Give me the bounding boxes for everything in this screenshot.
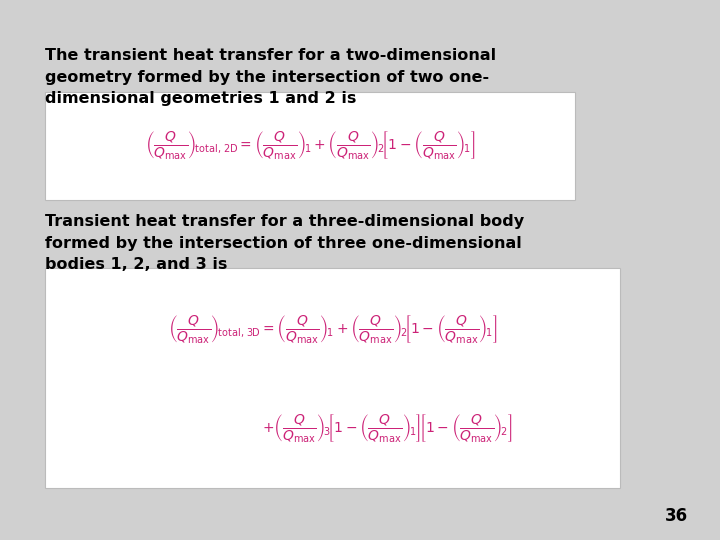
Text: $\left(\dfrac{Q}{Q_{\max}}\right)_{\!\text{total, 2D}} = \left(\dfrac{Q}{Q_{\max: $\left(\dfrac{Q}{Q_{\max}}\right)_{\!\te…: [145, 130, 475, 163]
Text: $\left(\dfrac{Q}{Q_{\max}}\right)_{\!\text{total, 3D}} = \left(\dfrac{Q}{Q_{\max: $\left(\dfrac{Q}{Q_{\max}}\right)_{\!\te…: [168, 313, 498, 346]
Text: Transient heat transfer for a three-dimensional body
formed by the intersection : Transient heat transfer for a three-dime…: [45, 214, 524, 272]
FancyBboxPatch shape: [45, 268, 620, 488]
Text: The transient heat transfer for a two-dimensional
geometry formed by the interse: The transient heat transfer for a two-di…: [45, 48, 496, 106]
Text: $+ \left(\dfrac{Q}{Q_{\max}}\right)_{\!3}\!\left[1 - \left(\dfrac{Q}{Q_{\max}}\r: $+ \left(\dfrac{Q}{Q_{\max}}\right)_{\!3…: [262, 412, 513, 445]
Text: 36: 36: [665, 507, 688, 525]
FancyBboxPatch shape: [45, 92, 575, 200]
